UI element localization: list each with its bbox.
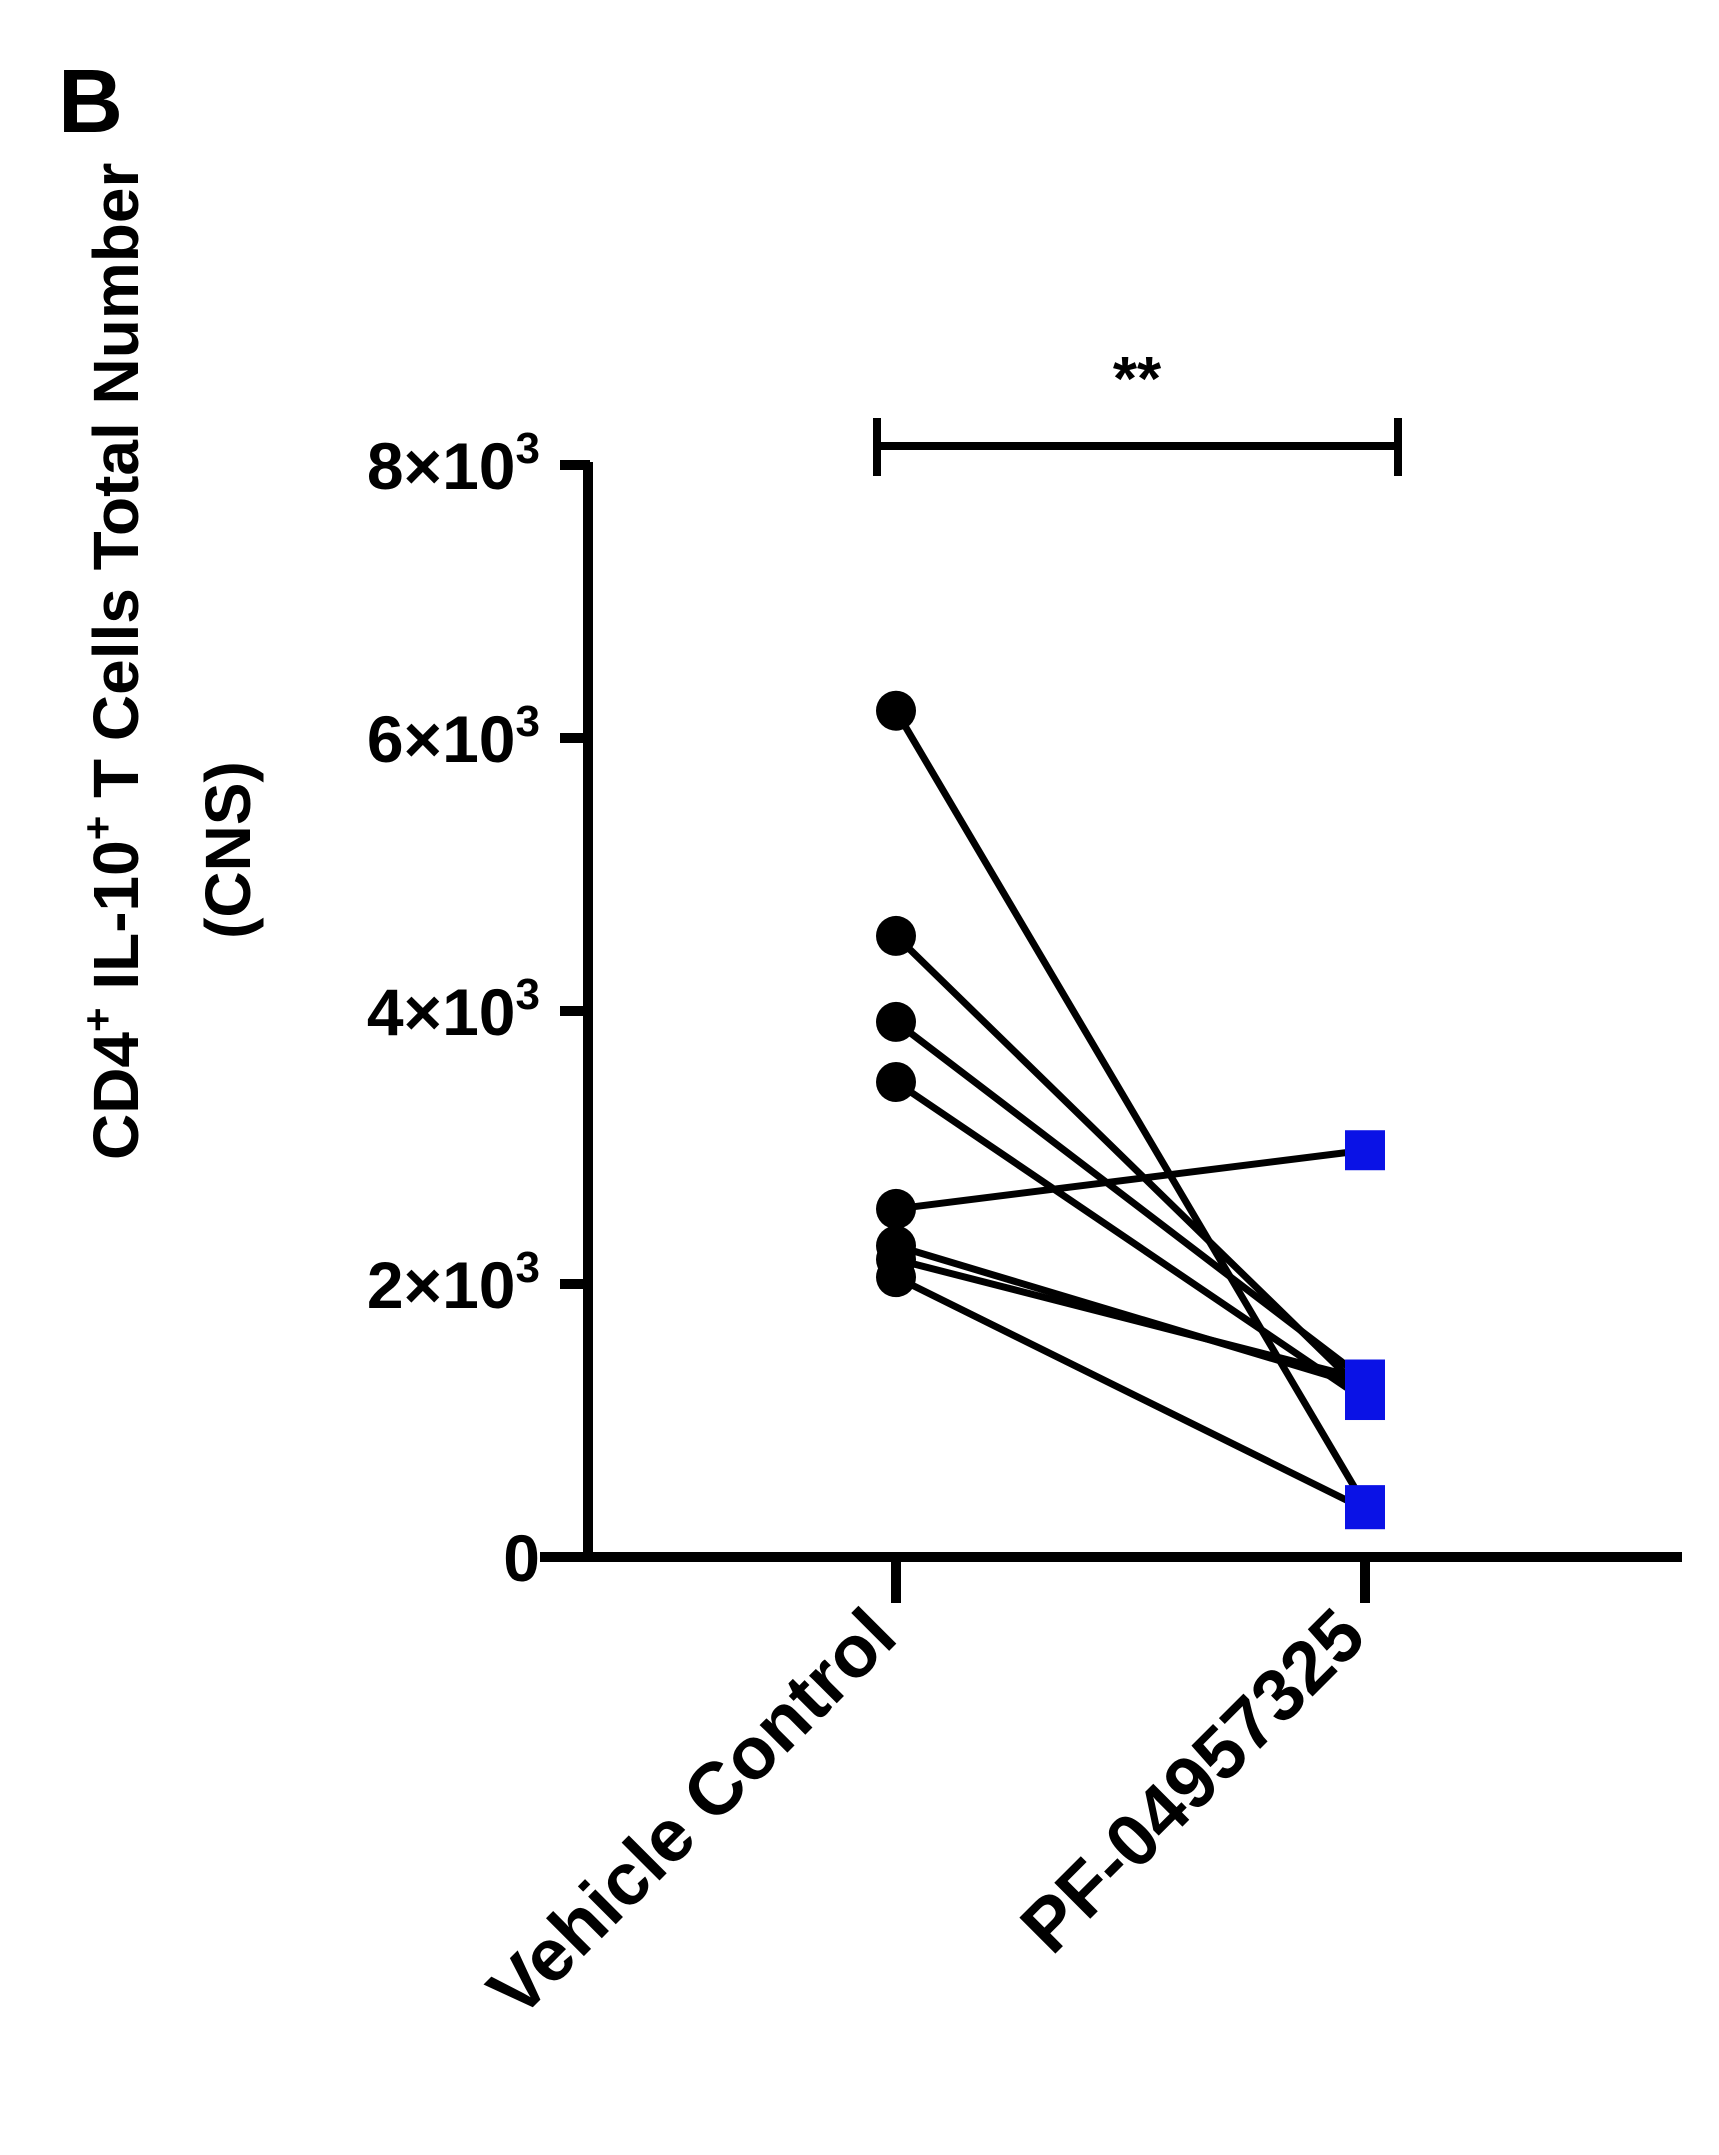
x-axis-ticks: Vehicle Control PF-04957325 — [472, 1557, 1381, 2033]
y-tick-exponent: 3 — [516, 1243, 540, 1292]
y-tick-mantissa: 0 — [503, 1521, 540, 1595]
panel-label: B — [58, 52, 123, 152]
pair-line — [892, 708, 1369, 1507]
vehicle-control-point — [876, 1188, 916, 1229]
pair-line — [894, 1079, 1367, 1403]
data-points — [876, 690, 1385, 1530]
y-tick-exponent: 3 — [516, 424, 540, 473]
pf-04957325-point — [1345, 1130, 1385, 1171]
vehicle-control-point — [876, 1257, 916, 1298]
y-axis-title-prefix: CD4 — [80, 1032, 152, 1160]
y-tick-label: 2×103 — [367, 1243, 540, 1322]
pair-line — [895, 1256, 1366, 1383]
pair-line — [895, 1146, 1366, 1213]
y-tick-label: 0 — [503, 1521, 540, 1595]
vehicle-control-point — [876, 1001, 916, 1042]
y-tick-mantissa: 6×10 — [367, 702, 516, 776]
y-axis-title-suffix: T Cells Total Number — [80, 163, 152, 816]
pf-04957325-point — [1345, 1489, 1385, 1530]
y-tick-mantissa: 4×10 — [367, 975, 516, 1049]
significance-stars: ** — [1113, 345, 1162, 414]
y-tick-label: 4×103 — [367, 970, 540, 1049]
y-axis-title: CD4+ IL-10+ T Cells Total Number — [74, 163, 152, 1160]
y-tick-label: 6×103 — [367, 697, 540, 776]
x-tick-label: PF-04957325 — [1005, 1593, 1381, 1969]
vehicle-control-point — [876, 1061, 916, 1102]
vehicle-control-point — [876, 690, 916, 731]
y-tick-label: 8×103 — [367, 424, 540, 503]
y-axis-title-sup1: + — [74, 1007, 121, 1032]
y-axis-title-mid: IL-10 — [80, 840, 152, 1007]
vehicle-control-point — [876, 915, 916, 956]
y-tick-mantissa: 2×10 — [367, 1248, 516, 1322]
x-tick-label: Vehicle Control — [472, 1593, 912, 2033]
significance-annotation: ** — [873, 345, 1402, 476]
y-tick-exponent: 3 — [516, 970, 540, 1019]
y-tick-mantissa: 8×10 — [367, 429, 516, 503]
pair-line — [894, 1274, 1367, 1513]
pf-04957325-point — [1345, 1359, 1385, 1400]
paired-lines — [892, 708, 1369, 1513]
y-axis-title-line2: (CNS) — [192, 761, 264, 939]
pair-line — [893, 1019, 1368, 1383]
y-tick-exponent: 3 — [516, 697, 540, 746]
y-axis-title-sup2: + — [74, 816, 121, 841]
